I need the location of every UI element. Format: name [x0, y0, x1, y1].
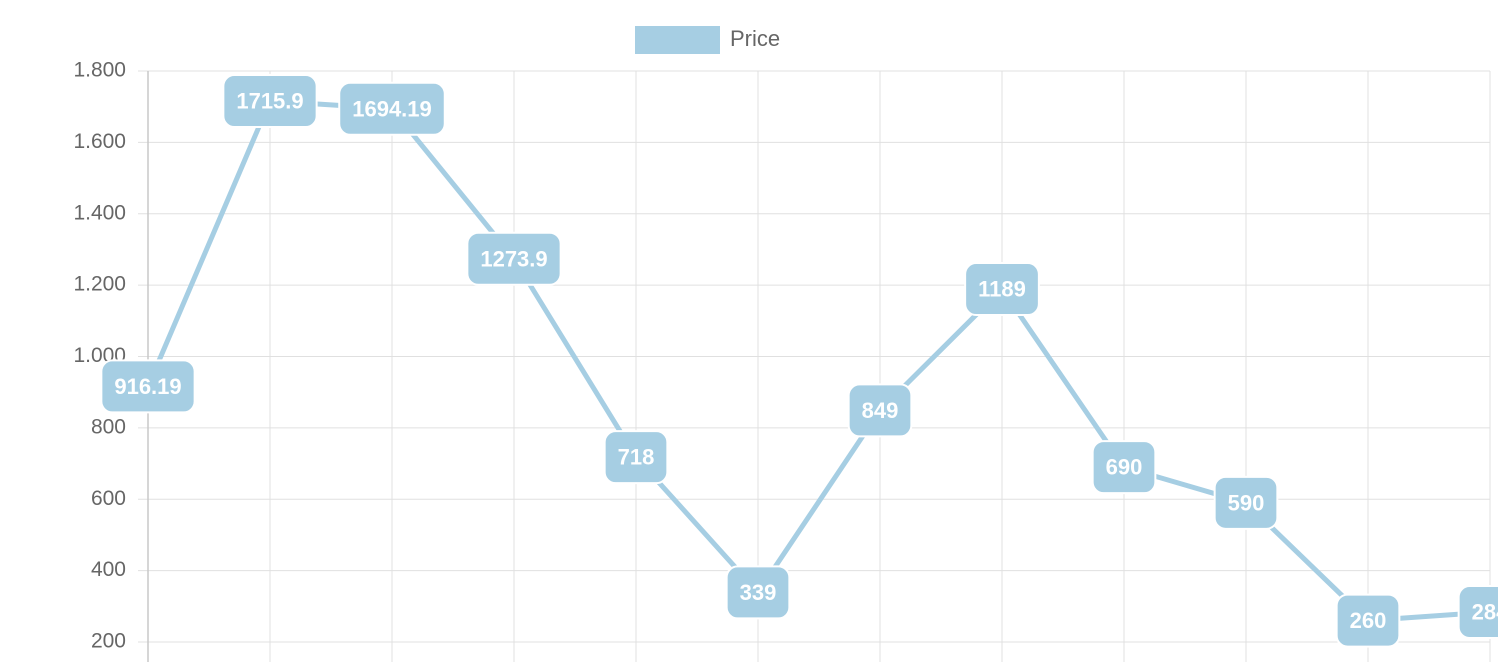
data-label-box: [603, 430, 669, 485]
data-label-box: [964, 262, 1040, 317]
data-label-text: 1273.9: [480, 246, 547, 271]
legend-swatch: [635, 26, 720, 54]
y-tick-label: 200: [91, 630, 126, 653]
y-tick-label: 1.200: [73, 273, 126, 296]
legend: Price: [635, 26, 780, 54]
data-label-box: [847, 383, 913, 438]
data-label-text: 590: [1228, 490, 1265, 515]
data-label-text: 916.19: [114, 374, 181, 399]
data-label-text: 849: [862, 398, 899, 423]
data-label-text: 339: [740, 580, 777, 605]
data-label-text: 1694.19: [352, 96, 432, 121]
y-tick-label: 600: [91, 487, 126, 510]
data-label-box: [1335, 593, 1401, 648]
data-label: 1273.9: [466, 231, 562, 286]
data-label: 718: [603, 430, 669, 485]
legend-label: Price: [730, 26, 780, 51]
data-label: 590: [1213, 475, 1279, 530]
data-label: 260: [1335, 593, 1401, 648]
y-tick-label: 1.400: [73, 201, 126, 224]
y-tick-label: 400: [91, 558, 126, 581]
data-label: 1694.19: [338, 81, 446, 136]
y-tick-label: 1.800: [73, 59, 126, 82]
data-label-text: 284: [1472, 600, 1498, 625]
data-label-box: [1091, 440, 1157, 495]
data-label: 1715.9: [222, 74, 318, 129]
data-label-box: [1213, 475, 1279, 530]
data-label: 849: [847, 383, 913, 438]
data-label-box: [1457, 585, 1498, 640]
data-label-text: 1189: [978, 277, 1026, 302]
data-label-box: [725, 565, 791, 620]
data-label-box: [222, 74, 318, 129]
y-tick-label: 1.600: [73, 130, 126, 153]
data-label: 339: [725, 565, 791, 620]
data-label-box: [338, 81, 446, 136]
data-label: 1189: [964, 262, 1040, 317]
line: [145, 98, 1491, 624]
data-label-text: 718: [618, 445, 655, 470]
data-label-text: 260: [1350, 608, 1387, 633]
data-label: 916.19: [100, 359, 196, 414]
data-label-box: [466, 231, 562, 286]
data-label: 690: [1091, 440, 1157, 495]
data-label-text: 690: [1106, 455, 1143, 480]
data-label-text: 1715.9: [236, 89, 303, 114]
data-label-box: [100, 359, 196, 414]
data-label: 284: [1457, 585, 1498, 640]
y-tick-label: 800: [91, 415, 126, 438]
